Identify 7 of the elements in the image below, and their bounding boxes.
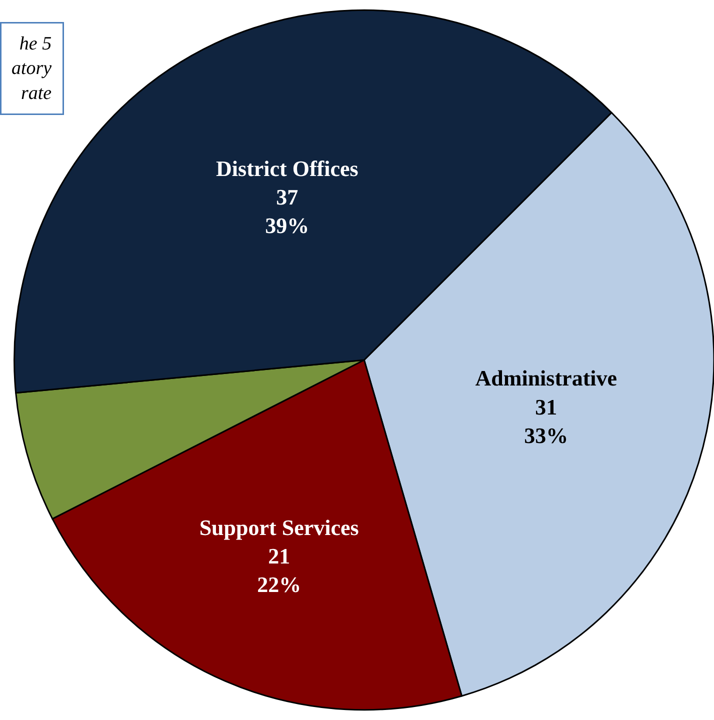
data-label: 21 22% bbox=[257, 544, 302, 598]
data-label: 31 33% bbox=[524, 394, 568, 448]
data-label: 37 39% bbox=[265, 184, 310, 238]
slice-label: Support Services bbox=[199, 514, 360, 540]
text: he 5 atory rate bbox=[12, 34, 52, 104]
slice-label: Administrative bbox=[475, 366, 618, 391]
slice-label: District Offices bbox=[216, 156, 359, 181]
